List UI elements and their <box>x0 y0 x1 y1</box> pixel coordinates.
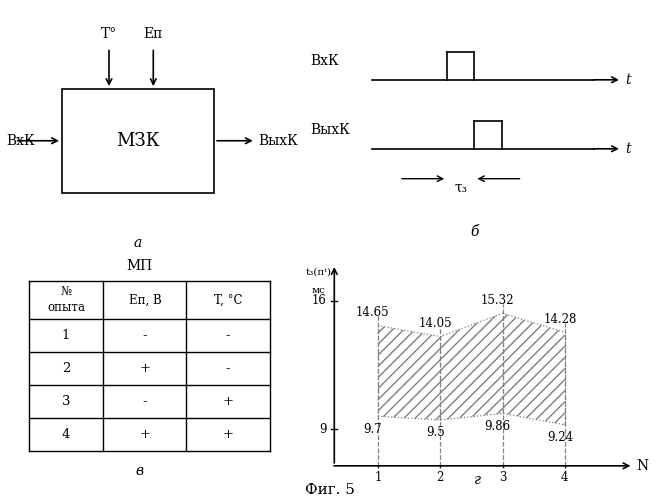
Text: МП: МП <box>127 259 152 273</box>
Text: -: - <box>225 329 231 342</box>
Text: б: б <box>471 224 478 238</box>
Text: 16: 16 <box>312 294 327 308</box>
Text: 9.5: 9.5 <box>426 426 445 440</box>
Text: а: а <box>134 236 142 250</box>
Text: МЗК: МЗК <box>116 132 160 150</box>
Text: 14.65: 14.65 <box>356 306 389 319</box>
Text: г: г <box>474 473 481 487</box>
Bar <box>62 89 214 192</box>
Text: 14.05: 14.05 <box>418 317 452 330</box>
Text: 2: 2 <box>436 472 444 484</box>
Text: 4: 4 <box>62 428 71 441</box>
Text: T°: T° <box>101 26 117 40</box>
Text: 9: 9 <box>320 422 327 436</box>
Text: ВхК: ВхК <box>310 54 339 68</box>
Text: 9.7: 9.7 <box>364 423 382 436</box>
Text: ВыхК: ВыхК <box>310 124 350 138</box>
Text: 1: 1 <box>374 472 382 484</box>
Text: Еп: Еп <box>144 26 163 40</box>
Text: t: t <box>625 142 631 156</box>
Text: 9.24: 9.24 <box>547 431 573 444</box>
Text: Еп, В: Еп, В <box>129 294 161 306</box>
Text: Фиг. 5: Фиг. 5 <box>304 484 355 498</box>
Text: +: + <box>140 428 150 441</box>
Text: +: + <box>223 428 233 441</box>
Text: №
опыта: № опыта <box>47 286 85 314</box>
Text: -: - <box>142 395 148 408</box>
Text: τ₃: τ₃ <box>454 181 467 195</box>
Text: -: - <box>142 329 148 342</box>
Text: t: t <box>625 73 631 87</box>
Text: 14.28: 14.28 <box>543 313 577 326</box>
Text: -: - <box>225 362 231 375</box>
Text: t₃(пᵗ): t₃(пᵗ) <box>306 268 331 277</box>
Text: +: + <box>223 395 233 408</box>
Text: ВхК: ВхК <box>7 134 35 148</box>
Text: +: + <box>140 362 150 375</box>
Text: 3: 3 <box>62 395 71 408</box>
Text: 3: 3 <box>499 472 506 484</box>
Text: ВыхК: ВыхК <box>258 134 299 148</box>
Text: мс: мс <box>312 286 326 295</box>
Text: N: N <box>637 459 648 473</box>
Text: 1: 1 <box>62 329 71 342</box>
Text: в: в <box>135 464 144 477</box>
Text: 4: 4 <box>561 472 569 484</box>
Text: T, °C: T, °C <box>214 294 243 306</box>
Text: 15.32: 15.32 <box>481 294 514 307</box>
Text: 2: 2 <box>62 362 71 375</box>
Text: 9.86: 9.86 <box>484 420 511 433</box>
